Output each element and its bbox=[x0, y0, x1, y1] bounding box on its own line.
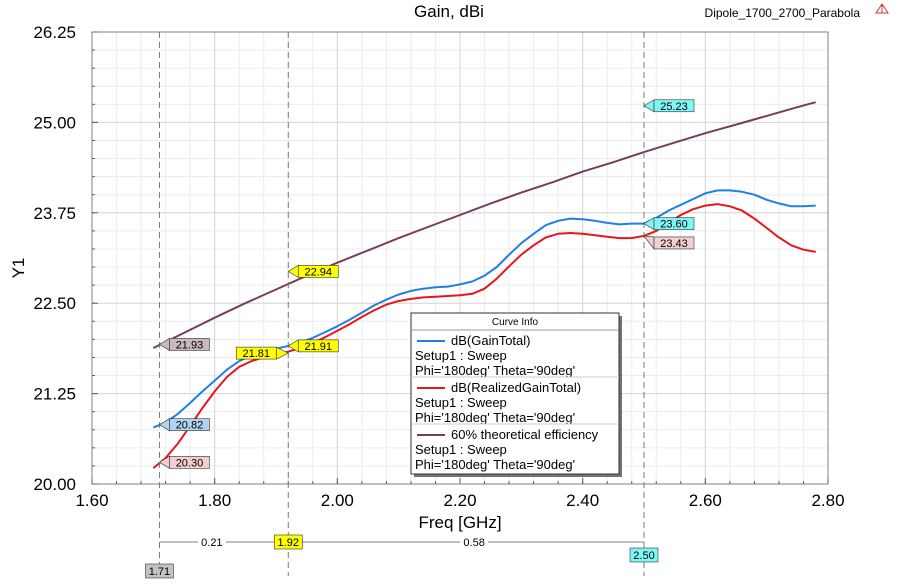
project-logo-icon bbox=[875, 3, 889, 14]
delta-label: 0.58 bbox=[463, 537, 484, 549]
vline-value-label: 1.71 bbox=[149, 566, 170, 578]
marker-vertical-lines bbox=[158, 32, 645, 576]
marker-label: 22.94 bbox=[305, 266, 333, 278]
marker-label: 21.91 bbox=[305, 341, 333, 353]
project-name: Dipole_1700_2700_Parabola bbox=[705, 6, 861, 20]
legend-series-setup: Setup1 : Sweep bbox=[415, 348, 507, 363]
marker-label: 20.30 bbox=[176, 457, 204, 469]
marker-pointer bbox=[158, 337, 170, 351]
y-tick-label: 23.75 bbox=[33, 204, 76, 223]
legend-series-params: Phi='180deg' Theta='90deg' bbox=[415, 410, 575, 425]
x-tick-label: 2.40 bbox=[566, 491, 599, 510]
y-tick-label: 21.25 bbox=[33, 385, 76, 404]
marker-box bbox=[297, 265, 339, 278]
x-axis-label: Freq [GHz] bbox=[418, 513, 501, 532]
vline-value-box bbox=[273, 534, 303, 550]
legend-series-name: 60% theoretical efficiency bbox=[451, 427, 599, 442]
marker-box bbox=[235, 346, 277, 360]
delta-label: 0.21 bbox=[201, 537, 222, 549]
legend-series-setup: Setup1 : Sweep bbox=[415, 442, 507, 457]
marker-pointer bbox=[643, 99, 655, 113]
marker-label: 23.60 bbox=[660, 219, 688, 231]
marker-pointer bbox=[643, 217, 655, 231]
marker-label: 25.23 bbox=[660, 101, 688, 113]
y-axis-ticks: 20.00 21.25 22.50 23.75 25.00 26.25 bbox=[33, 23, 98, 494]
vline-value-label: 2.50 bbox=[633, 550, 654, 562]
legend-title: Curve Info bbox=[492, 317, 539, 328]
delta-label-bg bbox=[197, 534, 226, 548]
x-tick-label: 2.80 bbox=[811, 491, 844, 510]
x-tick-label: 2.00 bbox=[321, 491, 354, 510]
marker-box bbox=[297, 339, 339, 353]
x-tick-label: 1.80 bbox=[198, 491, 231, 510]
delta-ruler: 0.21 0.58 1.71 1.92 2.50 bbox=[145, 534, 659, 579]
legend-series-name: dB(GainTotal) bbox=[451, 333, 530, 348]
y-tick-label: 26.25 bbox=[33, 23, 76, 42]
marker-labels: 20.82 20.30 21.93 21.81 21.91 22.94 25.23 23.60… bbox=[158, 99, 695, 469]
x-tick-label: 2.60 bbox=[689, 491, 722, 510]
chart-title: Gain, dBi bbox=[414, 2, 484, 21]
marker-box bbox=[653, 236, 695, 250]
y-tick-label: 20.00 bbox=[33, 475, 76, 494]
x-tick-label: 2.20 bbox=[443, 491, 476, 510]
marker-box bbox=[169, 456, 210, 469]
x-tick-label: 1.60 bbox=[75, 491, 108, 510]
marker-pointer bbox=[643, 235, 655, 250]
y-axis-label: Y1 bbox=[9, 258, 28, 279]
marker-label: 21.93 bbox=[176, 339, 204, 351]
vline-value-box bbox=[629, 547, 659, 563]
marker-label: 23.43 bbox=[660, 238, 688, 250]
delta-label-bg bbox=[460, 534, 489, 548]
marker-box bbox=[169, 338, 210, 351]
marker-label: 20.82 bbox=[176, 420, 204, 432]
legend-series-setup: Setup1 : Sweep bbox=[415, 395, 507, 410]
legend-box bbox=[410, 312, 620, 475]
marker-label: 21.81 bbox=[243, 348, 271, 360]
x-axis-ticks: 1.60 1.80 2.00 2.20 2.40 2.60 2.80 bbox=[75, 478, 845, 510]
legend-series-params: Phi='180deg' Theta='90deg' bbox=[415, 363, 575, 378]
marker-box bbox=[653, 217, 695, 230]
legend-series-params: Phi='180deg' Theta='90deg' bbox=[415, 457, 575, 472]
y-tick-label: 22.50 bbox=[33, 294, 76, 313]
marker-box bbox=[169, 418, 210, 431]
y-tick-label: 25.00 bbox=[33, 113, 76, 132]
marker-pointer bbox=[158, 418, 170, 432]
marker-box bbox=[653, 99, 695, 113]
vline-value-label: 1.92 bbox=[278, 537, 299, 549]
legend-series-name: dB(RealizedGainTotal) bbox=[451, 380, 581, 395]
vline-value-box bbox=[145, 563, 174, 579]
series-line-3 bbox=[152, 101, 816, 349]
